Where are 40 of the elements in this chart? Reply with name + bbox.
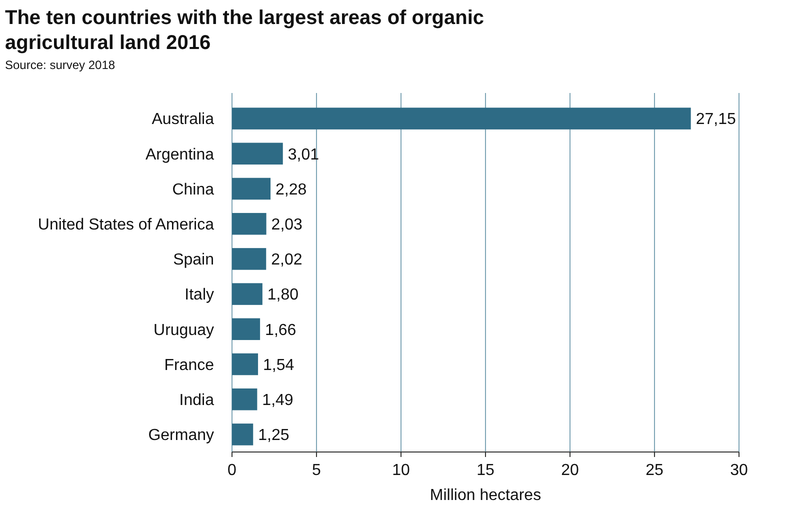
bar	[232, 424, 254, 446]
x-tick-label: 5	[312, 462, 322, 479]
y-tick-label: Australia	[152, 111, 214, 128]
chart-title: The ten countries with the largest areas of organic agricultural land 2016	[5, 7, 484, 54]
x-tick-label: 10	[392, 462, 410, 479]
x-tick-label: 0	[228, 462, 237, 479]
x-tick-label: 20	[561, 462, 579, 479]
bar	[232, 178, 271, 200]
y-tick-label: Argentina	[146, 146, 214, 164]
bar	[232, 388, 258, 410]
data-label: 1,66	[265, 322, 296, 339]
text: Source: survey 2018	[5, 58, 116, 72]
bar	[232, 248, 266, 270]
data-label: 1,80	[267, 286, 299, 304]
bar	[232, 212, 266, 235]
x-axis-title: Million hectares	[430, 487, 542, 504]
data-label: 1,49	[262, 392, 294, 409]
bar	[232, 318, 260, 340]
x-tick-label: 15	[476, 462, 494, 479]
data-label: 1,25	[258, 427, 290, 444]
data-label: 2,03	[271, 216, 303, 234]
y-tick-label: Uruguay	[154, 322, 214, 339]
bar	[232, 353, 258, 376]
bar	[232, 108, 691, 130]
y-tick-label: Germany	[148, 427, 214, 444]
y-tick-label: Spain	[173, 252, 214, 269]
bar	[232, 142, 283, 165]
data-label: 2,28	[276, 181, 307, 198]
y-tick-label: China	[172, 181, 214, 198]
y-tick-label: Italy	[184, 286, 214, 304]
x-tick-label: 25	[646, 462, 664, 479]
y-tick-label: France	[164, 356, 214, 374]
bar	[232, 283, 262, 305]
x-tick-label: 30	[730, 462, 748, 479]
data-label: 1,54	[263, 356, 294, 374]
data-label: 2,02	[271, 252, 302, 269]
data-label: 3,01	[288, 146, 320, 164]
y-tick-label: India	[179, 392, 214, 409]
data-label: 27,15	[696, 111, 736, 128]
y-tick-label: United States of America	[38, 216, 214, 234]
